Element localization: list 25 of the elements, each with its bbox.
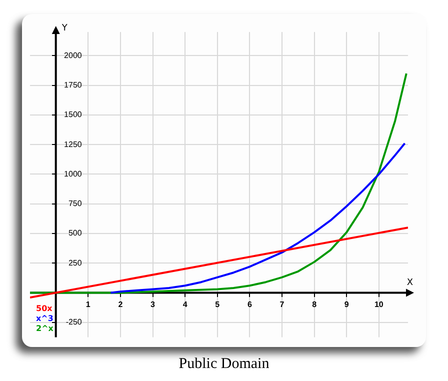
y-tick-label: 1500	[64, 110, 82, 120]
y-tick-label: 1250	[64, 140, 82, 149]
x-tick-label: 1	[86, 300, 91, 309]
text: x^3	[36, 314, 54, 323]
text: Public Domain	[178, 356, 270, 373]
x-tick-label: 3	[150, 300, 156, 309]
y-tick-label: 1000	[64, 169, 82, 178]
series-label: 50x	[36, 304, 54, 313]
y-tick-label: 250	[68, 258, 82, 268]
x-tick-label: 4	[182, 300, 188, 309]
y-tick-label: 750	[68, 199, 82, 208]
x-tick-label: 2	[118, 300, 124, 309]
y-tick-label: 2000	[64, 50, 82, 60]
y-tick-label: -250	[66, 318, 82, 327]
y-tick-label: 1750	[64, 80, 82, 90]
y-axis-title: Y	[60, 23, 68, 34]
x-axis-title: X	[406, 278, 414, 288]
x-tick-label: 7	[280, 300, 285, 309]
text: 2^x	[36, 324, 54, 333]
x-tick-label: 5	[215, 300, 220, 309]
y-tick-label: 500	[68, 228, 82, 238]
x-tick-label: 6	[247, 300, 252, 309]
x-tick-label: 9	[344, 300, 350, 309]
x-tick-label: 10	[374, 300, 384, 309]
x-tick-label: 8	[312, 300, 318, 309]
